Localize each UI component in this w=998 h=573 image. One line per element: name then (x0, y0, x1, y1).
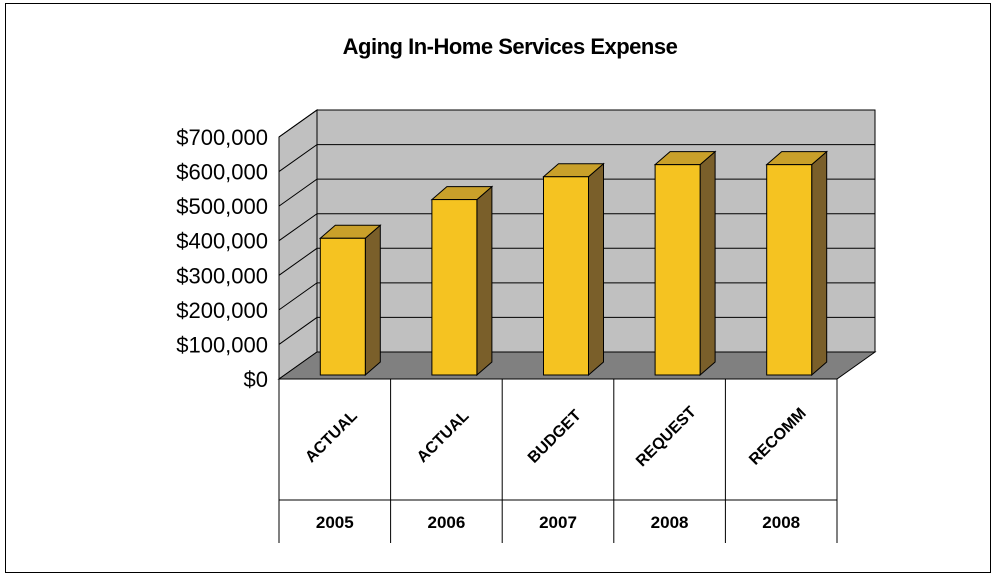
x-category-label: BUDGET (525, 407, 585, 467)
x-category-label: ACTUAL (414, 407, 473, 466)
gridline (278, 144, 875, 172)
x-category-label: ACTUAL (302, 407, 361, 466)
bar (431, 199, 478, 376)
y-tick-label: $700,000 (176, 125, 268, 150)
gridline (278, 109, 875, 138)
y-tick-label: $400,000 (176, 229, 268, 254)
bar-side (699, 150, 716, 377)
bar-side (476, 185, 493, 377)
y-tick-label: $300,000 (176, 263, 268, 288)
bar (654, 164, 701, 376)
bar (543, 176, 589, 376)
x-category-label: RECOMM (746, 405, 810, 469)
side-wall (278, 109, 318, 380)
x-year-label: 2005 (316, 513, 354, 532)
x-category-label: REQUEST (633, 403, 700, 470)
y-tick-label: $200,000 (176, 298, 268, 323)
y-tick-label: $100,000 (176, 332, 268, 357)
x-year-label: 2008 (651, 513, 689, 532)
x-year-label: 2006 (427, 513, 465, 532)
bar-side (811, 150, 828, 377)
bar-side (588, 162, 604, 377)
bar (319, 237, 366, 376)
chart-title: Aging In-Home Services Expense (342, 34, 678, 59)
x-year-label: 2007 (539, 513, 577, 532)
bar-side (364, 224, 381, 377)
y-tick-label: $0 (244, 367, 268, 392)
y-tick-label: $600,000 (176, 160, 268, 185)
x-year-label: 2008 (762, 513, 800, 532)
chart-svg: $0 $100,000 $200,000 $300,000 $400,000 $500,0… (176, 109, 877, 543)
y-tick-label: $500,000 (176, 194, 268, 219)
bar (766, 164, 813, 376)
